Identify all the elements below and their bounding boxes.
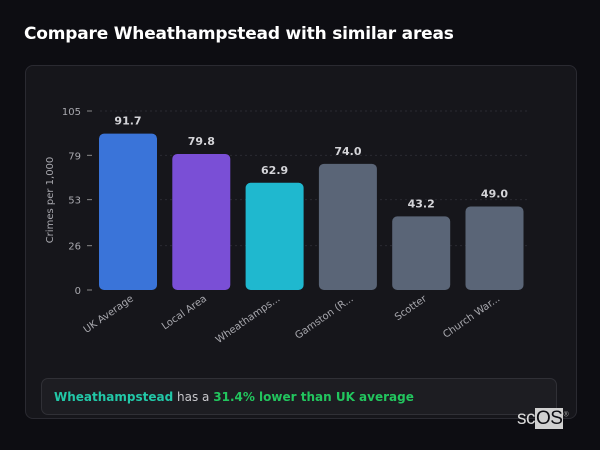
- x-tick-label: Church War...: [441, 293, 502, 340]
- data-label: 91.7: [114, 115, 141, 128]
- bar: [99, 133, 157, 290]
- page-title: Compare Wheathampstead with similar area…: [24, 24, 454, 44]
- scos-logo: scOS®: [517, 408, 569, 429]
- summary-comparison: 31.4% lower than UK average: [213, 390, 414, 404]
- y-tick-label: 79: [68, 151, 81, 162]
- data-label: 49.0: [481, 187, 508, 200]
- y-tick-label: 105: [62, 107, 81, 118]
- data-label: 43.2: [408, 197, 435, 210]
- summary-connector: has a: [177, 390, 210, 404]
- data-label: 79.8: [188, 135, 215, 148]
- x-tick-label: Local Area: [160, 293, 209, 332]
- x-tick-label: Gamston (R...: [293, 293, 355, 341]
- x-tick-label: UK Average: [82, 293, 136, 335]
- y-tick-label: 53: [68, 196, 81, 207]
- data-label: 62.9: [261, 164, 288, 177]
- summary-area: Wheathampstead: [54, 390, 174, 404]
- bar: [318, 163, 377, 290]
- y-tick-label: 0: [75, 286, 81, 297]
- x-tick-label: Scotter: [393, 293, 430, 323]
- y-tick-label: 26: [68, 242, 81, 253]
- x-tick-label: Wheathamps...: [214, 293, 282, 345]
- summary-banner: Wheathampstead has a 31.4% lower than UK…: [41, 378, 557, 415]
- y-axis-label: Crimes per 1,000: [45, 157, 56, 244]
- bar: [465, 206, 524, 290]
- bar: [392, 216, 451, 290]
- bar: [245, 182, 304, 290]
- data-label: 74.0: [334, 145, 361, 158]
- bar: [172, 153, 231, 290]
